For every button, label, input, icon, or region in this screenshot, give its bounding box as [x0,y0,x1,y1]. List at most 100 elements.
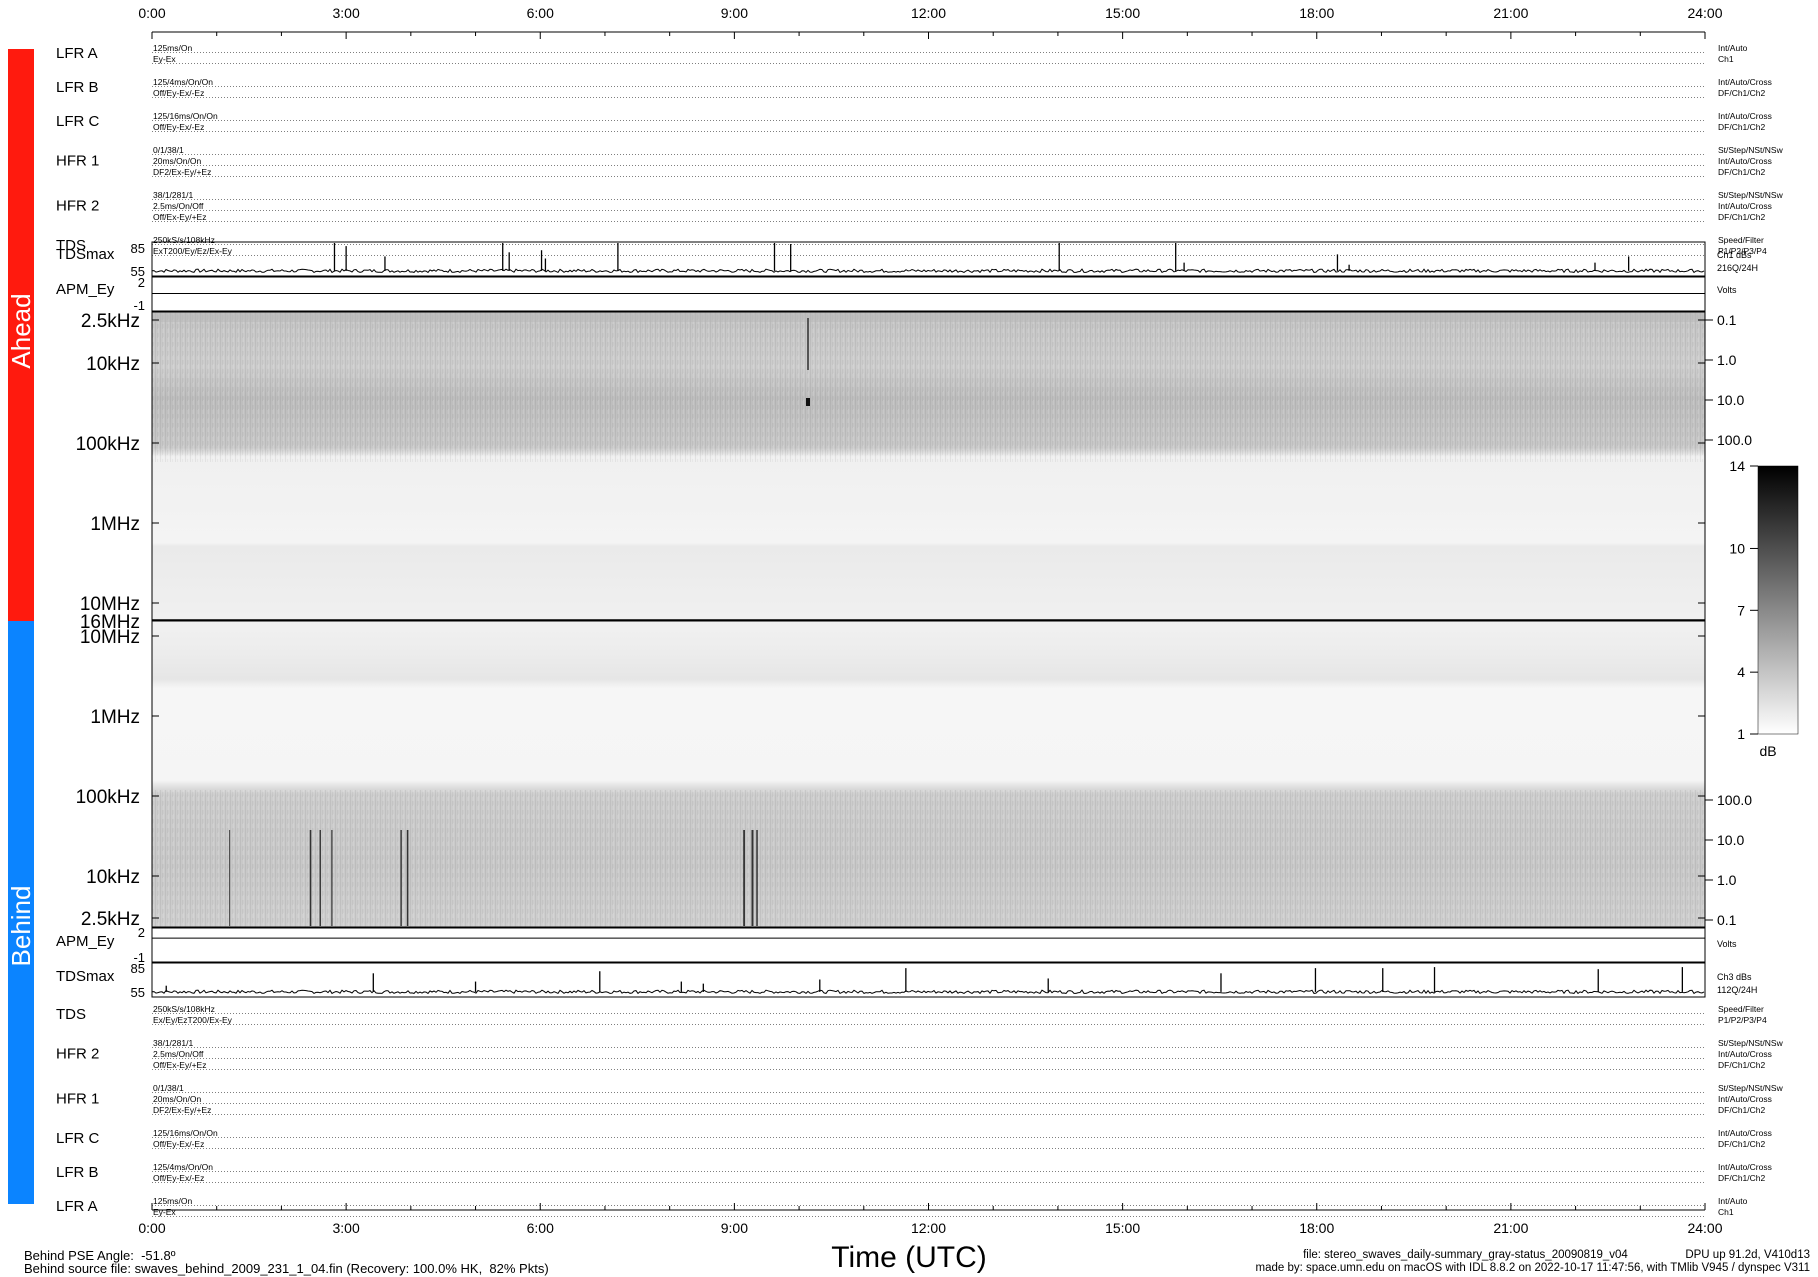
ahead-right-label: 10.0 [1717,392,1744,408]
ahead-status-left: ExT200/Ey/Ez/Ex-Ey [153,246,233,256]
behind-status-right: DF/Ch1/Ch2 [1718,1173,1766,1183]
top-time-tick-label: 9:00 [721,5,748,21]
behind-status-left: 125/4ms/On/On [153,1162,213,1172]
top-time-tick-label: 6:00 [527,5,554,21]
behind-status-right: Int/Auto/Cross [1718,1094,1772,1104]
colorbar-ticks: 14 10 7 4 1 [1729,458,1758,742]
behind-status-right: Int/Auto/Cross [1718,1049,1772,1059]
ahead-row-label: TDS [56,237,86,254]
ahead-status-right: Int/Auto/Cross [1718,77,1772,87]
behind-freq-label: 1MHz [90,707,140,728]
behind-status-left: Ex/Ey/EzT200/Ex-Ey [153,1015,233,1025]
behind-tdsmax-ytick-low: 55 [131,985,145,1000]
ahead-tdsmax-ytick-high: 85 [131,241,145,256]
top-time-tick-label: 0:00 [138,5,165,21]
behind-apm-ytick-high: 2 [138,925,145,940]
behind-status-right: DF/Ch1/Ch2 [1718,1060,1766,1070]
top-time-tick-label: 21:00 [1493,5,1528,21]
behind-status-left: 250kS/s/108kHz [153,1004,215,1014]
behind-tdsmax-right-1: Ch3 dBs [1717,972,1752,982]
behind-status-right: Int/Auto/Cross [1718,1162,1772,1172]
behind-status-right: Int/Auto/Cross [1718,1128,1772,1138]
ahead-tdsmax-right-1: Ch1 dBs [1717,250,1752,260]
ahead-status-right: St/Step/NSt/NSw [1718,145,1784,155]
ahead-status-left: 38/1/281/1 [153,190,193,200]
colorbar-tick-label: 1 [1737,726,1745,742]
ahead-status-left: 125/4ms/On/On [153,77,213,87]
behind-status-right: Speed/Filter [1718,1004,1764,1014]
behind-tdsmax-label: TDSmax [56,968,115,985]
footer-file-name: file: stereo_swaves_daily-summary_gray-s… [1303,1249,1810,1261]
behind-side-bar [8,621,34,1204]
behind-instrument-status: TDS 250kS/s/108kHz Speed/Filter Ex/Ey/EzT20… [56,1004,1784,1217]
ahead-freq-label: 10MHz [80,594,140,615]
ahead-instrument-status: LFR A 125ms/On Int/Auto Ey-Ex Ch1 LFR B 125/4m… [56,43,1784,256]
behind-row-label: LFR A [56,1198,98,1215]
top-time-tick-label: 12:00 [911,5,946,21]
colorbar-unit: dB [1759,743,1776,759]
ahead-status-left: 125/16ms/On/On [153,111,218,121]
ahead-row-label: HFR 2 [56,198,99,215]
bottom-time-tick-label: 6:00 [527,1220,554,1236]
behind-apm-label: APM_Ey [56,933,115,950]
behind-right-label: 100.0 [1717,792,1752,808]
colorbar-tick-label: 10 [1729,540,1745,556]
footer-source-info: Behind PSE Angle: -51.8º Behind source fi… [24,1249,549,1275]
colorbar: 14 10 7 4 1 dB [1729,458,1799,759]
ahead-status-left: Ey-Ex [153,54,176,64]
ahead-apm-right: Volts [1717,285,1737,295]
ahead-apm-panel: APM_Ey 2 -1 Volts [56,275,1737,313]
behind-row-label: TDS [56,1006,86,1023]
behind-spectrogram-bursts [229,830,758,926]
behind-row-label: LFR B [56,1164,99,1181]
ahead-apm-ytick-high: 2 [138,275,145,290]
behind-right-scale: 100.0 10.0 1.0 0.1 [1705,792,1752,928]
ahead-freq-label: 1MHz [90,514,140,535]
behind-status-right: DF/Ch1/Ch2 [1718,1139,1766,1149]
colorbar-tick-label: 4 [1737,664,1745,680]
behind-status-left: 20ms/On/On [153,1094,201,1104]
ahead-freq-label: 100kHz [76,434,140,455]
ahead-right-label: 0.1 [1717,312,1737,328]
ahead-freq-label: 2.5kHz [81,311,140,332]
ahead-status-right: Int/Auto/Cross [1718,111,1772,121]
behind-side-label: Behind [6,886,36,967]
ahead-apm-ytick-low: -1 [133,298,145,313]
behind-status-right: St/Step/NSt/NSw [1718,1038,1784,1048]
ahead-status-left: 20ms/On/On [153,156,201,166]
top-time-tick-label: 3:00 [333,5,360,21]
ahead-status-left: 125ms/On [153,43,192,53]
ahead-status-left: 0/1/38/1 [153,145,184,155]
ahead-tdsmax-right-2: 216Q/24H [1717,263,1758,273]
behind-spectrogram: 10MHz 1MHz 100kHz 10kHz 2.5kHz 100.0 10.0 1.0 0… [76,620,1752,930]
ahead-row-label: LFR B [56,79,99,96]
behind-right-label: 10.0 [1717,832,1744,848]
behind-tdsmax-ytick-high: 85 [131,961,145,976]
bottom-time-tick-label: 0:00 [138,1220,165,1236]
behind-row-label: HFR 1 [56,1091,99,1108]
top-time-tick-label: 24:00 [1687,5,1722,21]
ahead-status-left: 2.5ms/On/Off [153,201,204,211]
top-time-tick-label: 15:00 [1105,5,1140,21]
behind-status-left: 2.5ms/On/Off [153,1049,204,1059]
behind-tdsmax-right-2: 112Q/24H [1717,985,1757,995]
ahead-status-right: St/Step/NSt/NSw [1718,190,1784,200]
behind-freq-label: 10MHz [80,627,140,648]
behind-status-left: Ey-Ex [153,1207,176,1217]
behind-apm-right: Volts [1717,939,1737,949]
ahead-status-left: Off/Ey-Ex/-Ez [153,122,204,132]
ahead-tdsmax-ytick-low: 55 [131,264,145,279]
ahead-status-left: 250kS/s/108kHz [153,235,215,245]
top-time-tick-label: 18:00 [1299,5,1334,21]
behind-status-left: 125/16ms/On/On [153,1128,218,1138]
bottom-time-tick-label: 18:00 [1299,1220,1334,1236]
ahead-row-label: LFR C [56,113,100,130]
ahead-row-label: LFR A [56,45,98,62]
ahead-status-right: DF/Ch1/Ch2 [1718,122,1766,132]
behind-tdsmax-trace [151,989,1705,995]
ahead-side-bar [8,49,34,621]
behind-freq-label: 2.5kHz [81,909,140,930]
bottom-time-tick-label: 15:00 [1105,1220,1140,1236]
